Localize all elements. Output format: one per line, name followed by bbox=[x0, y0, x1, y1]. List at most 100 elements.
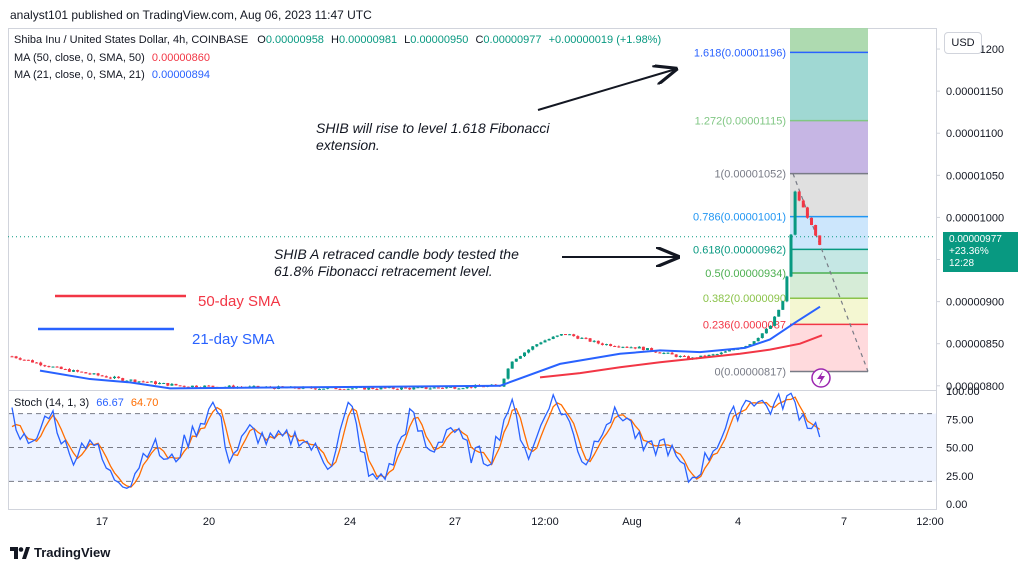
lightning-icon[interactable] bbox=[811, 368, 831, 388]
candle-body bbox=[531, 346, 535, 350]
candle-body bbox=[514, 358, 518, 362]
candle-body bbox=[453, 386, 457, 389]
candle-body bbox=[334, 387, 338, 390]
candle-body bbox=[18, 358, 22, 360]
fib-zone bbox=[790, 272, 868, 299]
candle-body bbox=[793, 191, 797, 235]
candle-body bbox=[104, 376, 108, 378]
fib-level-label: 0.5(0.00000934) bbox=[705, 268, 786, 280]
candle-body bbox=[400, 387, 403, 390]
symbol-legend[interactable]: Shiba Inu / United States Dollar, 4h, CO… bbox=[14, 34, 661, 46]
candle-body bbox=[59, 366, 63, 370]
retrace-annotation[interactable]: SHIB A retraced candle body tested the 6… bbox=[274, 246, 519, 280]
publisher-line: analyst101 published on TradingView.com,… bbox=[10, 8, 372, 22]
fib-zone bbox=[790, 120, 868, 174]
candle-body bbox=[14, 356, 18, 359]
candle-body bbox=[432, 387, 436, 389]
rise-annotation[interactable]: SHIB will rise to level 1.618 Fibonacci … bbox=[316, 120, 549, 154]
price-tick-label: 0.00001050 bbox=[946, 170, 1004, 182]
candle-body bbox=[588, 338, 592, 342]
candle-body bbox=[108, 377, 112, 379]
candle-body bbox=[789, 234, 793, 277]
candle-body bbox=[641, 346, 645, 351]
candle-body bbox=[10, 356, 14, 358]
price-tick-label: 0.00001150 bbox=[946, 86, 1003, 98]
fib-level-label: 0.236(0.0000087 bbox=[703, 319, 786, 331]
price-tick-label: 0.00001100 bbox=[946, 128, 1003, 140]
candle-body bbox=[149, 381, 153, 383]
time-tick-label: 12:00 bbox=[916, 516, 944, 528]
price-tick-label: 0.00000850 bbox=[946, 339, 1004, 351]
close-value: 0.00000977 bbox=[483, 34, 542, 46]
candle-body bbox=[609, 344, 613, 347]
candle-body bbox=[137, 381, 141, 383]
candle-body bbox=[580, 337, 584, 339]
time-tick-label: 24 bbox=[344, 516, 356, 528]
candle-body bbox=[719, 352, 723, 355]
stoch-label: Stoch (14, 1, 3) bbox=[14, 397, 90, 409]
candle-body bbox=[404, 387, 408, 389]
fib-level-label: 1.618(0.00001196) bbox=[694, 47, 786, 59]
candle-body bbox=[338, 389, 342, 390]
stoch-legend[interactable]: Stoch (14, 1, 3) 66.67 64.70 bbox=[14, 397, 158, 409]
candle-body bbox=[658, 352, 662, 354]
candle-body bbox=[207, 385, 211, 387]
ma50-value: 0.00000860 bbox=[151, 52, 211, 64]
price-tick-label: 0.00000800 bbox=[946, 381, 1004, 393]
candle-body bbox=[203, 385, 207, 388]
candle-body bbox=[801, 200, 805, 208]
time-tick-label: Aug bbox=[622, 516, 642, 528]
candle-body bbox=[818, 235, 822, 245]
current-price: 0.00000977 bbox=[949, 234, 1002, 245]
candle-body bbox=[408, 387, 412, 390]
time-axis[interactable]: 17 20 24 27 12:00 Aug 4 7 12:00 bbox=[96, 516, 944, 528]
candle-body bbox=[63, 369, 67, 371]
candle-body bbox=[769, 325, 772, 329]
candle-body bbox=[67, 369, 71, 372]
candle-body bbox=[297, 388, 301, 390]
candle-body bbox=[510, 361, 514, 369]
candle-body bbox=[613, 346, 617, 348]
stoch-k-value: 66.67 bbox=[96, 397, 124, 409]
candle-body bbox=[654, 351, 658, 353]
ma50-line bbox=[539, 334, 823, 379]
candle-body bbox=[346, 388, 350, 390]
currency-button[interactable]: USD bbox=[944, 32, 982, 54]
price-tick-label: 0.00000900 bbox=[946, 297, 1004, 309]
symbol-name: Shiba Inu / United States Dollar, 4h, CO… bbox=[14, 34, 249, 46]
candle-body bbox=[465, 386, 469, 389]
candle-body bbox=[629, 347, 633, 349]
candle-body bbox=[412, 387, 416, 390]
fibonacci-extension[interactable]: 1.618(0.00001196) 1.272(0.00001115) 1(0.00… bbox=[8, 28, 936, 378]
ma50-legend[interactable]: MA (50, close, 0, SMA, 50) 0.00000860 bbox=[14, 52, 210, 64]
candle-body bbox=[687, 356, 690, 360]
price-axis[interactable]: 0.000012000.000011500.000011000.00001050… bbox=[936, 44, 1004, 511]
candle-body bbox=[227, 385, 231, 387]
candle-body bbox=[342, 389, 346, 390]
ma21-legend[interactable]: MA (21, close, 0, SMA, 21) 0.00000894 bbox=[14, 69, 210, 81]
candle-body bbox=[592, 340, 596, 342]
high-label: H bbox=[331, 34, 339, 46]
candle-body bbox=[166, 382, 170, 386]
candle-body bbox=[449, 386, 453, 388]
current-price-badge: 0.00000977 +23.36% 12:28 bbox=[943, 232, 1018, 272]
rise-annotation-line2: extension. bbox=[316, 137, 380, 153]
time-tick-label: 17 bbox=[96, 516, 108, 528]
candle-body bbox=[43, 365, 47, 367]
candle-body bbox=[31, 360, 34, 363]
candle-body bbox=[322, 388, 326, 390]
fib-level-label: 0.786(0.00001001) bbox=[693, 212, 786, 224]
candle-body bbox=[461, 388, 465, 390]
candle-body bbox=[436, 387, 440, 389]
time-tick-label: 7 bbox=[841, 516, 847, 528]
fib-level-label: 0.618(0.00000962) bbox=[693, 244, 786, 256]
candle-body bbox=[666, 352, 670, 354]
candle-body bbox=[313, 388, 317, 390]
tradingview-logo[interactable]: TradingView bbox=[10, 545, 110, 560]
candle-body bbox=[576, 336, 580, 339]
candle-body bbox=[617, 346, 621, 348]
price-tick-label: 0.00001000 bbox=[946, 212, 1004, 224]
candle-body bbox=[777, 309, 781, 317]
